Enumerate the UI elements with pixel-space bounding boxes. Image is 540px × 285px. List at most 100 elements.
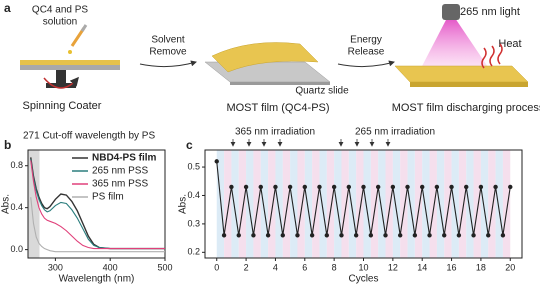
heat-wave [481, 47, 487, 69]
light-label: 265 nm light [460, 6, 520, 18]
x-tick-label: 16 [447, 262, 457, 272]
marker [405, 184, 410, 190]
irradiation-band [488, 150, 496, 258]
marker [449, 184, 454, 190]
marker [295, 233, 300, 238]
irradiation-band [414, 150, 423, 258]
irradiation-band [304, 150, 313, 258]
marker [508, 184, 513, 190]
film-layer [20, 60, 120, 65]
irradiation-arrows [230, 139, 391, 147]
series-line [30, 197, 165, 253]
marker [456, 233, 462, 238]
marker [258, 184, 263, 190]
x-tick-label: 20 [505, 262, 515, 272]
marker [302, 184, 307, 190]
irradiation-band [473, 150, 481, 258]
irradiation-band [334, 150, 342, 258]
marker [478, 184, 484, 190]
marker [221, 233, 227, 238]
irradiation-band [458, 150, 467, 258]
y-tick-label: 0.4 [10, 202, 23, 212]
x-tick-label: 18 [476, 262, 486, 272]
pipette-bulb [80, 24, 88, 32]
spinner-base [46, 83, 76, 88]
y-tick-label: 0.8 [10, 160, 23, 170]
irradiation-band [422, 150, 430, 258]
y-axis-label: Abs. [1, 194, 12, 214]
peeling-film [211, 42, 319, 73]
step-label: Energy [350, 35, 382, 46]
source-label: solution [43, 17, 77, 28]
marker [420, 184, 425, 190]
x-tick-label: 300 [48, 262, 63, 272]
irradiation-band [378, 150, 386, 258]
irradiation-band [231, 150, 239, 258]
light-beam [420, 18, 490, 70]
irradiation-band [392, 150, 401, 258]
annotation: 271 Cut-off wavelength by PS [23, 131, 155, 142]
irradiation-band [260, 150, 269, 258]
x-tick-label: 2 [244, 262, 249, 272]
marker [229, 184, 234, 190]
irradiation-band [268, 150, 276, 258]
marker [280, 233, 285, 238]
irradiation-band [326, 150, 335, 258]
x-tick-label: 12 [388, 262, 398, 272]
marker [375, 184, 381, 190]
marker [464, 184, 469, 190]
irradiation-band [451, 150, 459, 258]
marker [493, 184, 498, 190]
irradiation-band [502, 150, 511, 258]
step-label: Solvent [151, 35, 185, 46]
y-tick-label: 0.3 [187, 218, 200, 228]
film-edge [410, 82, 528, 87]
rotation-arrow [43, 76, 79, 89]
heat-wave [497, 43, 503, 65]
irradiation-band [348, 150, 357, 258]
marker [324, 233, 330, 238]
irradiation-band [238, 150, 247, 258]
y-tick-label: 0.5 [187, 161, 200, 171]
marker [442, 233, 447, 238]
process-label: MOST film discharging process [392, 102, 540, 114]
marker [397, 233, 403, 238]
marker [361, 184, 366, 190]
marker [243, 184, 249, 190]
irradiation-band [444, 150, 452, 258]
series-line [30, 159, 165, 250]
x-axis-label: Cycles [348, 274, 378, 285]
marker [486, 233, 491, 238]
x-tick-label: 10 [358, 262, 368, 272]
irradiation-band [385, 150, 393, 258]
film-slab [394, 65, 529, 83]
marker [265, 233, 271, 238]
coater-label: Spinning Coater [23, 100, 102, 112]
series-line [30, 160, 165, 250]
marker [317, 184, 322, 190]
marker [273, 184, 278, 190]
panel-a: a QC4 and PS solution Spinning Coater So… [4, 1, 540, 114]
marker [390, 184, 396, 190]
irradiation-band [319, 150, 327, 258]
marker [368, 233, 374, 238]
irradiation-band [275, 150, 283, 258]
irradiation-band [246, 150, 254, 258]
x-tick-label: 500 [157, 262, 172, 272]
panel-label: a [4, 1, 11, 15]
plot-frame [27, 149, 166, 259]
legend-label: NBD4-PS film [92, 153, 157, 164]
source-label: QC4 and PS [32, 5, 88, 16]
irradiation-band [400, 150, 408, 258]
substrate-label: Quartz slide [295, 86, 349, 97]
lamp [442, 4, 460, 20]
marker [236, 233, 241, 238]
step-label: Remove [149, 47, 187, 58]
annotation: 365 nm irradiation [235, 127, 315, 138]
irradiation-band [356, 150, 364, 258]
irradiation-band [290, 150, 298, 258]
heat-label: Heat [498, 38, 521, 50]
film-label: MOST film (QC4-PS) [226, 102, 329, 114]
legend-label: 365 nm PSS [92, 179, 148, 190]
